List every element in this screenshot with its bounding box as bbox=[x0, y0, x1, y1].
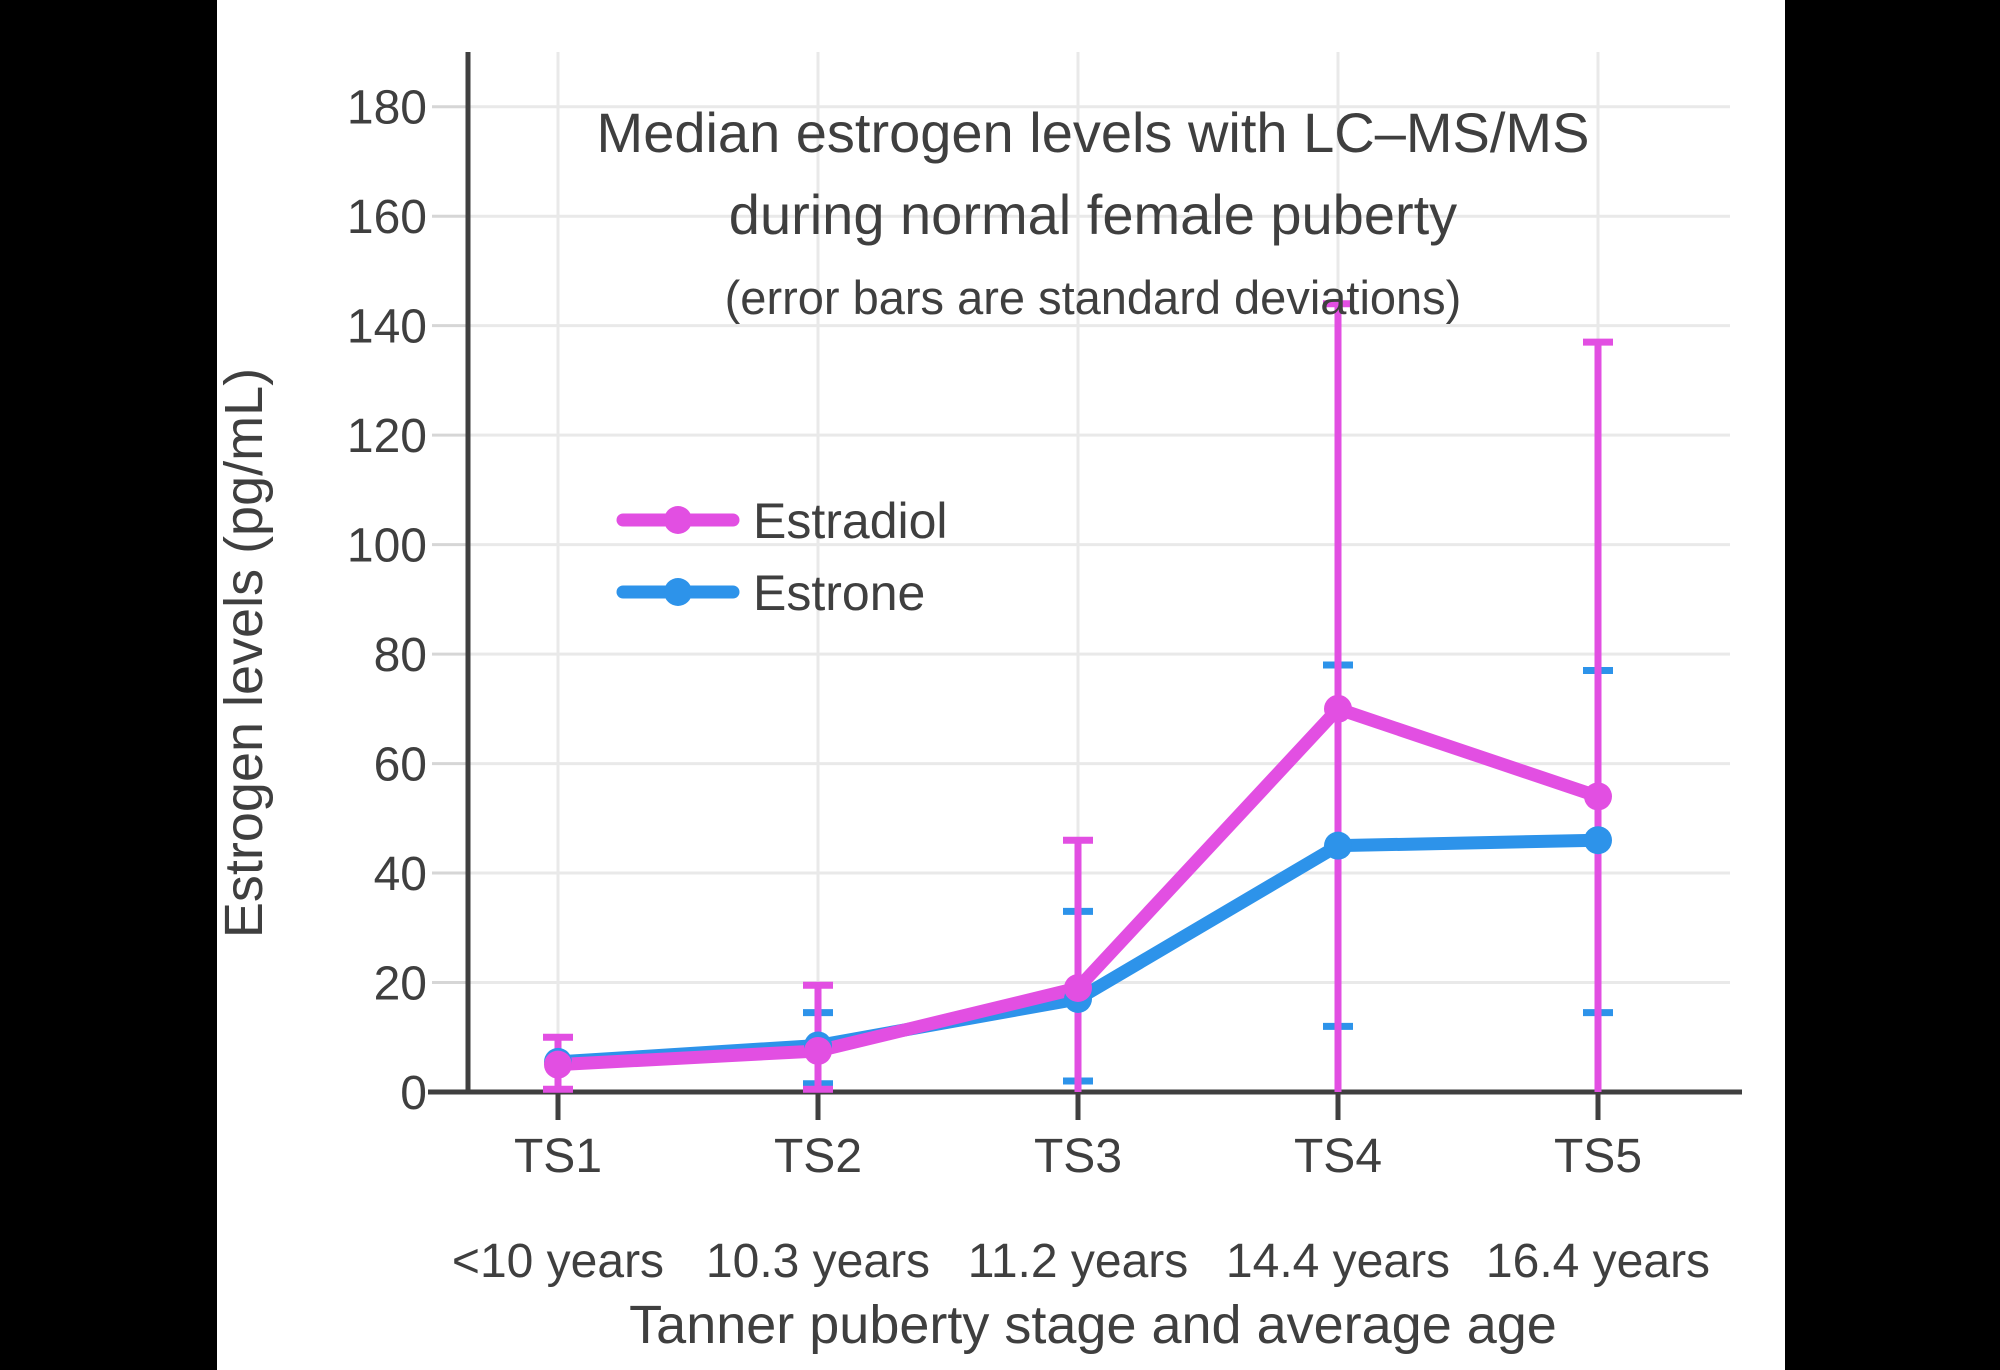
legend-label-estrone: Estrone bbox=[753, 565, 925, 621]
x-stage-label: TS1 bbox=[514, 1130, 602, 1183]
legend-marker-estrone bbox=[664, 578, 692, 606]
right-black-bar bbox=[1785, 0, 2000, 1370]
x-age-label: 14.4 years bbox=[1226, 1235, 1450, 1288]
marker-estradiol-ts1 bbox=[544, 1050, 572, 1079]
series-layer bbox=[543, 300, 1613, 1093]
chart-title-line2: during normal female puberty bbox=[729, 183, 1457, 246]
x-age-label: 10.3 years bbox=[706, 1235, 930, 1288]
y-tick-label: 80 bbox=[374, 629, 427, 682]
marker-estradiol-ts3 bbox=[1064, 974, 1092, 1002]
x-axis-title: Tanner puberty stage and average age bbox=[629, 1295, 1557, 1355]
marker-estrone-ts5 bbox=[1584, 826, 1612, 855]
marker-estradiol-ts5 bbox=[1584, 782, 1612, 811]
tick-label-layer: 0 20 40 60 80 100 120 140 160 180 TS1 <10 years TS2 1… bbox=[347, 82, 1710, 1288]
axis-layer bbox=[428, 52, 1742, 1120]
y-tick-label: 120 bbox=[347, 410, 427, 463]
chart-subtitle: (error bars are standard deviations) bbox=[725, 271, 1462, 324]
x-age-label: 16.4 years bbox=[1486, 1235, 1710, 1288]
x-age-label: <10 years bbox=[452, 1235, 664, 1288]
y-axis-title: Estrogen levels (pg/mL) bbox=[214, 368, 274, 938]
marker-estradiol-ts4 bbox=[1324, 694, 1352, 723]
marker-estrone-ts4 bbox=[1324, 831, 1352, 860]
x-age-label: 11.2 years bbox=[968, 1235, 1189, 1288]
x-stage-label: TS2 bbox=[774, 1130, 862, 1183]
y-tick-label: 60 bbox=[374, 739, 427, 792]
x-stage-label: TS5 bbox=[1554, 1130, 1642, 1183]
legend-label-estradiol: Estradiol bbox=[753, 493, 948, 549]
chart-title-line1: Median estrogen levels with LC–MS/MS bbox=[597, 101, 1590, 164]
y-tick-label: 100 bbox=[347, 520, 427, 573]
legend-marker-estradiol bbox=[664, 506, 692, 534]
x-stage-label: TS4 bbox=[1294, 1130, 1382, 1183]
left-black-bar bbox=[0, 0, 217, 1370]
y-tick-label: 40 bbox=[374, 848, 427, 901]
y-tick-label: 20 bbox=[374, 958, 427, 1011]
x-stage-label: TS3 bbox=[1034, 1130, 1122, 1183]
y-tick-label: 180 bbox=[347, 82, 427, 135]
marker-estradiol-ts2 bbox=[804, 1036, 832, 1065]
y-tick-label: 0 bbox=[400, 1067, 427, 1120]
legend: Estradiol Estrone bbox=[616, 493, 948, 621]
y-tick-label: 160 bbox=[347, 191, 427, 244]
y-tick-label: 140 bbox=[347, 301, 427, 354]
